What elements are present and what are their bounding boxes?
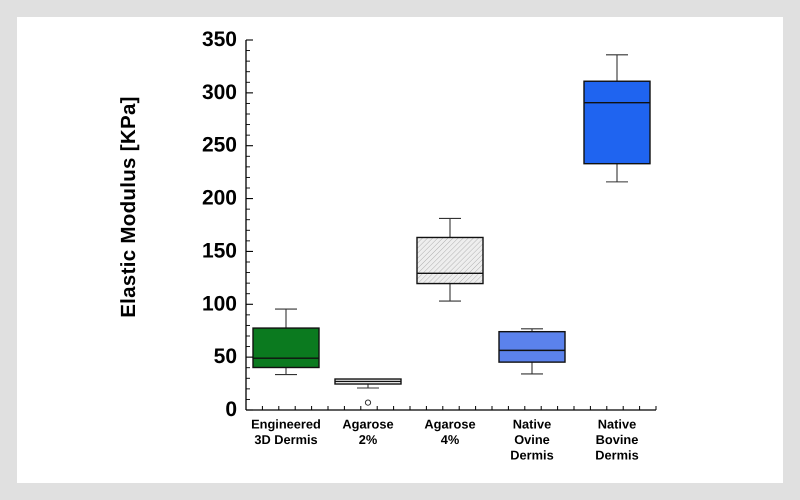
svg-text:Agarose: Agarose bbox=[424, 417, 475, 432]
svg-text:Dermis: Dermis bbox=[510, 448, 553, 463]
svg-text:Dermis: Dermis bbox=[595, 448, 638, 463]
svg-text:Bovine: Bovine bbox=[596, 432, 639, 447]
svg-text:2%: 2% bbox=[359, 432, 378, 447]
svg-text:Native: Native bbox=[598, 417, 636, 432]
svg-text:50: 50 bbox=[214, 345, 237, 368]
svg-text:Engineered: Engineered bbox=[251, 417, 321, 432]
svg-text:350: 350 bbox=[202, 28, 237, 51]
svg-text:250: 250 bbox=[202, 134, 237, 157]
svg-text:Ovine: Ovine bbox=[514, 432, 550, 447]
svg-text:300: 300 bbox=[202, 81, 237, 104]
svg-text:Agarose: Agarose bbox=[342, 417, 393, 432]
svg-text:0: 0 bbox=[225, 398, 237, 421]
svg-text:100: 100 bbox=[202, 292, 237, 315]
svg-text:200: 200 bbox=[202, 187, 237, 210]
svg-text:Native: Native bbox=[513, 417, 551, 432]
svg-text:3D Dermis: 3D Dermis bbox=[254, 432, 317, 447]
svg-text:4%: 4% bbox=[441, 432, 460, 447]
svg-text:150: 150 bbox=[202, 239, 237, 262]
